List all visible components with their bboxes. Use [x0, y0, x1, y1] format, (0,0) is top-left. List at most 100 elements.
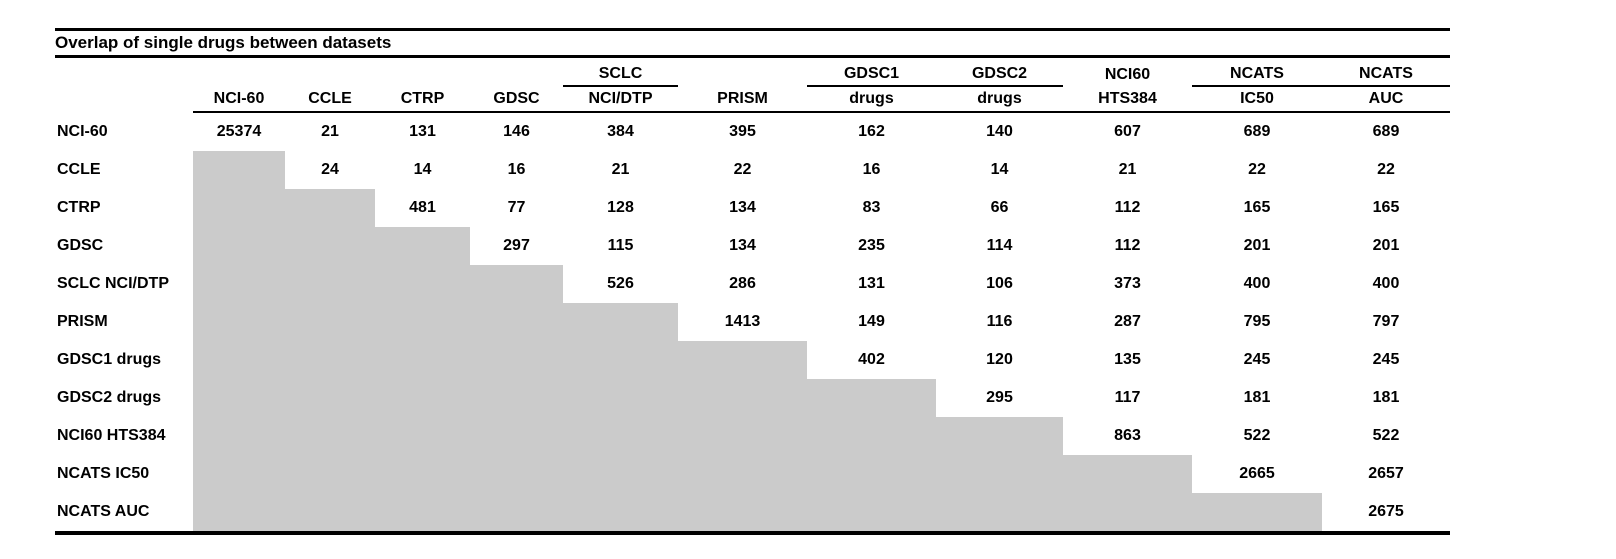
value-cell: 106 [986, 275, 1013, 292]
value-cell: 14 [413, 161, 432, 178]
col-group-header: NCATS [1192, 56, 1322, 87]
col-group-header: SCLC [563, 56, 678, 87]
empty-cell [470, 379, 563, 417]
empty-cell [193, 493, 285, 533]
row-label: NCATS IC50 [57, 465, 150, 482]
empty-cell [1063, 493, 1192, 533]
empty-cell [470, 455, 563, 493]
value-cell: 295 [986, 389, 1013, 406]
empty-cell [936, 455, 1063, 493]
col-header: GDSC [470, 86, 563, 113]
empty-cell [470, 303, 563, 341]
value-cell: 245 [1372, 351, 1400, 368]
empty-cell [375, 417, 470, 455]
row-label: GDSC1 drugs [57, 351, 162, 368]
table-title: Overlap of single drugs between datasets [55, 29, 1450, 58]
corner-blank-cell [55, 86, 193, 112]
value-cell: 395 [729, 123, 756, 140]
col-header: HTS384 [1063, 86, 1192, 113]
empty-cell [285, 265, 375, 303]
empty-cell [375, 303, 470, 341]
row-label: PRISM [57, 313, 108, 330]
empty-cell [563, 455, 678, 493]
row-label: NCI60 HTS384 [57, 427, 166, 444]
value-cell: 235 [858, 237, 885, 254]
value-cell: 14 [990, 161, 1009, 178]
value-cell: 116 [986, 313, 1013, 330]
empty-cell [285, 189, 375, 227]
table-row: NCI60 HTS384 863 522 522 [55, 417, 1450, 455]
col-header: CTRP [375, 86, 470, 113]
empty-cell [563, 417, 678, 455]
value-cell: 120 [986, 351, 1013, 368]
row-label: CCLE [57, 161, 101, 178]
empty-cell [193, 151, 285, 189]
value-cell: 863 [1114, 427, 1141, 444]
col-group-header [470, 57, 563, 87]
col-header: IC50 [1192, 86, 1322, 113]
value-cell: 77 [507, 199, 526, 216]
empty-cell [193, 379, 285, 417]
value-cell: 128 [607, 199, 634, 216]
empty-cell [375, 341, 470, 379]
value-cell: 165 [1243, 199, 1271, 216]
empty-cell [678, 417, 807, 455]
col-header: NCI-60 [193, 86, 285, 113]
corner-blank-cell [55, 57, 193, 87]
empty-cell [285, 379, 375, 417]
value-cell: 2665 [1239, 465, 1275, 482]
value-cell: 131 [858, 275, 885, 292]
value-cell: 131 [409, 123, 436, 140]
col-header: AUC [1322, 86, 1450, 113]
value-cell: 2657 [1368, 465, 1404, 482]
table-row: GDSC1 drugs 402 120 135 245 245 [55, 341, 1450, 379]
empty-cell [193, 417, 285, 455]
empty-cell [193, 227, 285, 265]
empty-cell [375, 455, 470, 493]
value-cell: 134 [729, 199, 756, 216]
empty-cell [1063, 455, 1192, 493]
empty-cell [470, 417, 563, 455]
value-cell: 134 [729, 237, 756, 254]
value-cell: 286 [729, 275, 756, 292]
value-cell: 25374 [216, 123, 262, 140]
value-cell: 400 [1243, 275, 1271, 292]
empty-cell [678, 379, 807, 417]
empty-cell [375, 493, 470, 533]
empty-cell [470, 493, 563, 533]
column-header-row-2: NCI-60 CCLE CTRP GDSC NCI/DTP PRISM drugs drugs… [55, 86, 1450, 113]
value-cell: 201 [1372, 237, 1400, 254]
value-cell: 1413 [724, 313, 761, 330]
value-cell: 22 [1377, 161, 1395, 178]
empty-cell [193, 341, 285, 379]
col-header: NCI/DTP [563, 86, 678, 113]
overlap-table: Overlap of single drugs between datasets… [55, 28, 1450, 535]
empty-cell [936, 417, 1063, 455]
value-cell: 66 [990, 199, 1009, 216]
value-cell: 21 [321, 123, 339, 140]
value-cell: 146 [503, 123, 530, 140]
value-cell: 83 [862, 199, 881, 216]
value-cell: 201 [1243, 237, 1271, 254]
value-cell: 22 [1248, 161, 1266, 178]
value-cell: 140 [986, 123, 1013, 140]
value-cell: 21 [1118, 161, 1137, 178]
col-header: PRISM [678, 86, 807, 113]
empty-cell [193, 303, 285, 341]
table-row: SCLC NCI/DTP 526 286 131 106 373 400 400 [55, 265, 1450, 303]
value-cell: 21 [611, 161, 630, 178]
value-cell: 297 [503, 237, 530, 254]
title-row: Overlap of single drugs between datasets [55, 29, 1450, 58]
value-cell: 165 [1372, 199, 1400, 216]
value-cell: 22 [733, 161, 752, 178]
empty-cell [563, 379, 678, 417]
empty-cell [285, 493, 375, 533]
table-row: PRISM 1413 149 116 287 795 797 [55, 303, 1450, 341]
empty-cell [1192, 493, 1322, 533]
value-cell: 797 [1372, 313, 1400, 330]
col-group-header [678, 57, 807, 87]
empty-cell [285, 341, 375, 379]
empty-cell [375, 265, 470, 303]
value-cell: 795 [1243, 313, 1271, 330]
table-row: NCATS AUC 2675 [55, 493, 1450, 533]
